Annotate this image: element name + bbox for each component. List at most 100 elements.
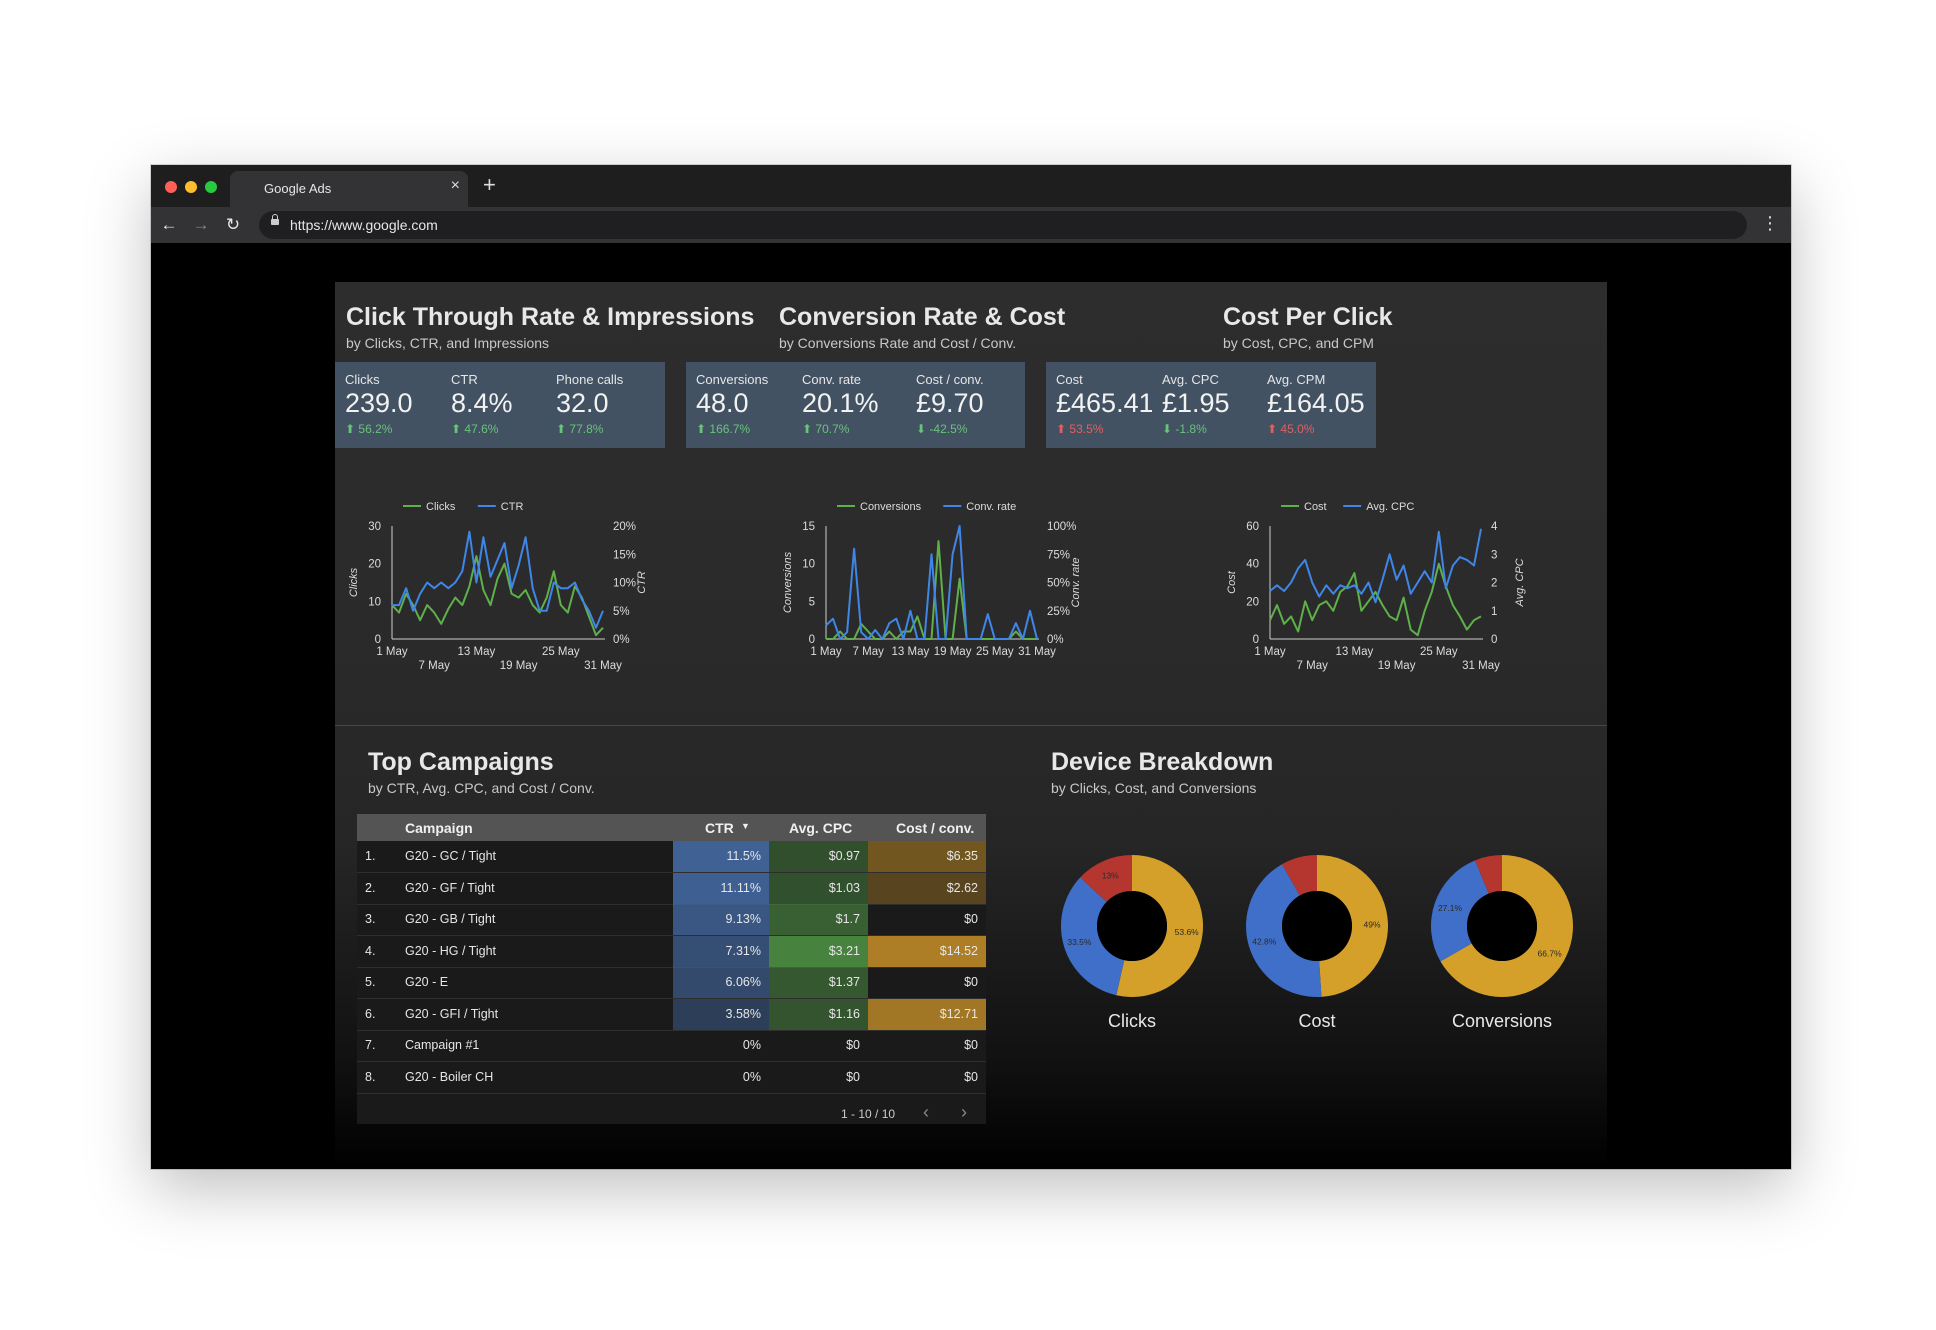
x-tick-label: 1 May xyxy=(810,646,842,658)
browser-tab[interactable]: Google Ads × xyxy=(230,171,468,207)
table-row[interactable]: 6. G20 - GFI / Tight 3.58% $1.16 $12.71 xyxy=(357,998,986,1031)
table-row[interactable]: 5. G20 - E 6.06% $1.37 $0 xyxy=(357,967,986,999)
y-tick-left: 15 xyxy=(802,521,815,533)
lock-icon xyxy=(271,214,279,225)
table-row[interactable]: 2. G20 - GF / Tight 11.11% $1.03 $2.62 xyxy=(357,872,986,905)
kpi-card[interactable]: Conv. rate 20.1% ⬆ 70.7% xyxy=(792,362,911,448)
next-page-icon[interactable]: › xyxy=(961,1102,967,1122)
x-tick-label: 19 May xyxy=(1378,660,1416,672)
avg-cpc-cell: $0.97 xyxy=(769,841,868,872)
kpi-card[interactable]: CTR 8.4% ⬆ 47.6% xyxy=(441,362,560,448)
donut-slice[interactable] xyxy=(1431,860,1489,962)
back-icon[interactable]: ← xyxy=(160,215,178,234)
y-tick-right: 5% xyxy=(613,606,630,618)
trend-arrow-icon: ⬆ xyxy=(345,422,356,436)
campaign-name: G20 - Boiler CH xyxy=(405,1069,494,1084)
column-ctr[interactable]: CTR xyxy=(705,820,734,836)
kpi-delta-value: -42.5% xyxy=(929,422,968,436)
cost-conv-cell: $12.71 xyxy=(868,998,986,1030)
prev-page-icon[interactable]: ‹ xyxy=(923,1102,929,1122)
donut-slice[interactable] xyxy=(1317,855,1389,997)
donut-slice[interactable] xyxy=(1246,864,1322,997)
conv-chart-svg: Conversions Conv. rate 0 5 10 15 0% 25% 50% 75% 10… xyxy=(782,501,1082,658)
close-window-button[interactable] xyxy=(165,181,177,193)
browser-toolbar: ← → ↻ https://www.google.com ⋮ xyxy=(151,207,1791,243)
address-bar[interactable]: https://www.google.com xyxy=(259,211,1747,239)
avg-cpc-cell: $1.16 xyxy=(769,998,868,1030)
y-tick-left: 40 xyxy=(1246,559,1259,571)
ctr-cell: 0% xyxy=(742,1038,761,1052)
new-tab-button[interactable]: + xyxy=(483,172,496,197)
trend-arrow-icon: ⬆ xyxy=(556,422,567,436)
y-tick-right: 3 xyxy=(1491,549,1497,561)
kpi-delta: ⬆ 56.2% xyxy=(345,422,392,436)
kpi-card[interactable]: Cost / conv. £9.70 ⬇ -42.5% xyxy=(906,362,1025,448)
kpi-label: Avg. CPC xyxy=(1162,372,1219,387)
cost-conv-cell: $0 xyxy=(964,912,978,926)
kpi-delta-value: 45.0% xyxy=(1280,422,1315,436)
maximize-window-button[interactable] xyxy=(205,181,217,193)
url-text: https://www.google.com xyxy=(290,217,438,233)
y-tick-right: 10% xyxy=(613,578,636,590)
kpi-card[interactable]: Phone calls 32.0 ⬆ 77.8% xyxy=(546,362,665,448)
clicks-donut-chart: 53.6% 33.5% 13% xyxy=(1060,855,1204,997)
column-campaign[interactable]: Campaign xyxy=(405,820,473,836)
y-tick-left: 0 xyxy=(809,634,815,646)
conv-section-subtitle: by Conversions Rate and Cost / Conv. xyxy=(779,335,1017,351)
campaign-name: G20 - GB / Tight xyxy=(405,912,496,926)
tab-close-icon[interactable]: × xyxy=(450,177,460,194)
donut-slice[interactable] xyxy=(1282,855,1317,896)
y-tick-left: 20 xyxy=(1246,596,1259,608)
kpi-delta: ⬇ -1.8% xyxy=(1162,422,1207,436)
row-number: 1. xyxy=(365,849,376,863)
kpi-card[interactable]: Conversions 48.0 ⬆ 166.7% xyxy=(686,362,805,448)
kpi-card[interactable]: Avg. CPM £164.05 ⬆ 45.0% xyxy=(1257,362,1376,448)
x-tick-label: 25 May xyxy=(1420,646,1458,658)
kpi-value: 8.4% xyxy=(451,388,513,418)
donut-slice[interactable] xyxy=(1116,855,1204,997)
kpi-label: Phone calls xyxy=(556,372,624,387)
donut-slice[interactable] xyxy=(1060,877,1125,996)
campaigns-table: Campaign CTR ▼ Avg. CPC Cost / conv. 1. G… xyxy=(357,814,986,1124)
column-cost-conv[interactable]: Cost / conv. xyxy=(896,820,975,836)
table-row[interactable]: 1. G20 - GC / Tight 11.5% $0.97 $6.35 xyxy=(357,841,986,873)
cpc-chart-svg: Cost Avg. CPC 0 20 40 60 0 1 2 3 4 Cost Avg. CPC 1 Ma… xyxy=(1226,501,1526,672)
table-row[interactable]: 4. G20 - HG / Tight 7.31% $3.21 $14.52 xyxy=(357,935,986,968)
browser-menu-icon[interactable]: ⋮ xyxy=(1761,213,1779,233)
table-row[interactable]: 3. G20 - GB / Tight 9.13% $1.7 $0 xyxy=(357,904,986,936)
kpi-label: Cost xyxy=(1056,372,1083,387)
kpi-card[interactable]: Clicks 239.0 ⬆ 56.2% xyxy=(335,362,454,448)
x-tick-label: 31 May xyxy=(584,660,622,672)
kpi-card[interactable]: Avg. CPC £1.95 ⬇ -1.8% xyxy=(1152,362,1271,448)
donut-slice[interactable] xyxy=(1475,855,1502,894)
y-tick-right: 4 xyxy=(1491,521,1498,533)
kpi-label: CTR xyxy=(451,372,478,387)
column-avg-cpc[interactable]: Avg. CPC xyxy=(789,820,853,836)
kpi-value: 32.0 xyxy=(556,388,609,418)
cost-conv-cell: $0 xyxy=(964,1038,978,1052)
avg-cpc-cell: $3.21 xyxy=(769,935,868,967)
minimize-window-button[interactable] xyxy=(185,181,197,193)
donut-slice[interactable] xyxy=(1080,855,1132,903)
donut-slice[interactable] xyxy=(1440,855,1574,997)
campaign-name: G20 - GFI / Tight xyxy=(405,1006,499,1021)
kpi-value: 20.1% xyxy=(802,388,879,418)
reload-icon[interactable]: ↻ xyxy=(225,215,241,234)
forward-icon[interactable]: → xyxy=(192,215,210,234)
kpi-delta-value: 77.8% xyxy=(569,422,604,436)
table-row[interactable]: 7. Campaign #1 0% $0 $0 xyxy=(357,1030,986,1062)
ctr-cell: 3.58% xyxy=(673,998,769,1030)
sort-desc-icon[interactable]: ▼ xyxy=(741,821,750,831)
trend-arrow-icon: ⬆ xyxy=(696,422,707,436)
kpi-value: £465.41 xyxy=(1056,388,1154,418)
kpi-delta: ⬆ 70.7% xyxy=(802,422,849,436)
y-tick-left: 0 xyxy=(1253,634,1259,646)
kpi-card[interactable]: Cost £465.41 ⬆ 53.5% xyxy=(1046,362,1165,448)
campaign-name: Campaign #1 xyxy=(405,1038,480,1052)
table-row[interactable]: 8. G20 - Boiler CH 0% $0 $0 xyxy=(357,1062,986,1094)
trend-arrow-icon: ⬇ xyxy=(1162,422,1173,436)
y-tick-left: 30 xyxy=(368,521,381,533)
ctr-cell: 9.13% xyxy=(673,904,769,935)
kpi-label: Conversions xyxy=(696,372,769,387)
row-number: 4. xyxy=(365,943,376,958)
